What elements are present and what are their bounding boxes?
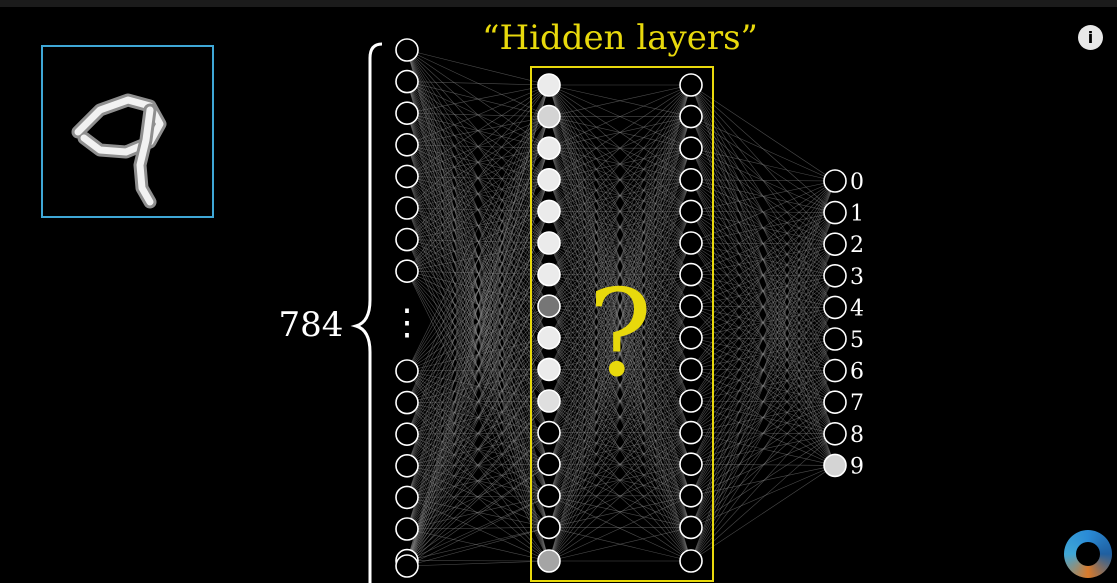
input-neuron <box>395 38 419 62</box>
hidden-neuron <box>679 515 703 540</box>
hidden-neuron <box>679 357 703 382</box>
output-digit-label: 1 <box>850 202 864 227</box>
hidden-neuron <box>679 136 703 160</box>
input-neuron <box>395 485 419 510</box>
hidden-neuron <box>537 231 561 255</box>
info-icon[interactable]: i <box>1078 25 1103 50</box>
hidden-layers-title: “Hidden layers” <box>482 18 758 58</box>
output-neuron <box>823 263 847 288</box>
input-neuron <box>395 133 419 157</box>
hidden-neuron <box>679 325 703 350</box>
hidden-neuron <box>537 199 561 224</box>
input-layer-brace <box>350 42 383 583</box>
input-count-label: 784 <box>279 305 344 345</box>
hidden-neuron <box>537 73 561 97</box>
output-digit-label: 0 <box>850 170 864 195</box>
output-layer <box>823 169 847 478</box>
hidden-neuron <box>537 483 561 508</box>
hidden-neuron <box>537 104 561 129</box>
output-neuron <box>823 453 847 478</box>
hidden-neuron <box>537 515 561 540</box>
hidden-neuron <box>537 294 561 319</box>
output-digit-label: 2 <box>850 233 864 258</box>
hidden-layer-1 <box>537 73 561 573</box>
input-neuron <box>395 390 419 415</box>
hidden-neuron <box>537 452 561 477</box>
hidden-layer-2 <box>679 73 703 573</box>
output-neuron <box>823 295 847 320</box>
input-neuron <box>395 422 419 447</box>
output-digit-label: 3 <box>850 265 864 290</box>
input-neuron <box>395 554 419 578</box>
output-neuron <box>823 358 847 383</box>
hidden-neuron <box>679 262 703 287</box>
input-neuron <box>395 227 419 252</box>
output-digit-label: 4 <box>850 296 864 321</box>
hidden-neuron <box>537 136 561 160</box>
hidden-neuron <box>537 325 561 350</box>
input-neuron <box>395 517 419 541</box>
hidden-neuron <box>537 420 561 445</box>
hidden-neuron <box>537 549 561 573</box>
output-digit-label: 6 <box>850 360 864 385</box>
question-mark: ? <box>588 265 652 404</box>
hidden-neuron <box>679 483 703 508</box>
hidden-neuron <box>679 73 703 97</box>
input-neuron <box>395 196 419 220</box>
output-neuron <box>823 390 847 415</box>
hidden-neuron <box>679 389 703 413</box>
output-neuron <box>823 421 847 446</box>
output-digit-label: 5 <box>850 328 864 353</box>
hidden-neuron <box>679 231 703 255</box>
output-neuron <box>823 169 847 193</box>
output-neuron <box>823 200 847 225</box>
hidden-neuron <box>679 199 703 224</box>
input-layer <box>395 38 419 578</box>
output-digit-label: 9 <box>850 454 864 479</box>
hidden-neuron <box>679 452 703 477</box>
hidden-neuron <box>679 549 703 573</box>
handwritten-digit-image <box>71 93 167 209</box>
hidden-layers-box <box>530 66 714 582</box>
input-neuron <box>395 101 419 125</box>
hidden-neuron <box>537 357 561 382</box>
input-neuron <box>395 359 419 383</box>
output-neuron <box>823 327 847 351</box>
output-digit-labels: 0 1 2 3 4 5 6 7 8 9 <box>850 170 864 479</box>
input-neuron <box>395 453 419 478</box>
hidden-neuron <box>679 104 703 129</box>
hidden-neuron <box>679 294 703 319</box>
output-digit-label: 7 <box>850 391 864 416</box>
output-digit-label: 8 <box>850 423 864 448</box>
loading-spinner-icon <box>1064 530 1112 578</box>
input-neuron <box>395 69 419 94</box>
input-ellipsis: ⋮ <box>389 302 425 343</box>
top-strip <box>0 0 1117 7</box>
output-neuron <box>823 232 847 256</box>
hidden-neuron <box>537 262 561 287</box>
hidden-neuron <box>537 389 561 413</box>
hidden-neuron <box>537 168 561 192</box>
input-image-frame <box>41 45 214 218</box>
hidden-neuron <box>679 420 703 445</box>
hidden-neuron <box>679 168 703 192</box>
connection-lines <box>406 49 836 567</box>
input-neuron <box>395 164 419 189</box>
input-neuron <box>395 259 419 284</box>
